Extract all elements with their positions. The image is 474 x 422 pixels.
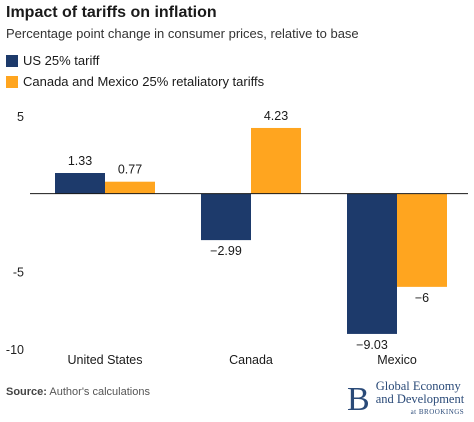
bar <box>251 127 301 194</box>
brookings-logo: B Global Economy and Development at BROO… <box>347 380 464 419</box>
brand-line-2: and Development <box>375 392 465 406</box>
bar-chart: 5 -5 -10 1.33 0.77 United States −2.99 4.23 Cana… <box>6 109 468 367</box>
data-label: −2.99 <box>210 244 242 258</box>
brand-text: Global Economy and Development at BROOKI… <box>376 380 465 419</box>
brookings-b-mark: B <box>347 380 370 418</box>
y-tick-label: -10 <box>6 343 24 357</box>
source-label: Source: <box>6 386 47 398</box>
y-tick-label: -5 <box>13 265 24 279</box>
legend-item-retaliatory-tariffs: Canada and Mexico 25% retaliatory tariff… <box>6 71 264 92</box>
x-tick-label: Canada <box>229 353 273 367</box>
data-label: −6 <box>415 291 429 305</box>
bar <box>201 193 251 241</box>
source-text: Author's calculations <box>46 386 150 398</box>
bar <box>105 181 155 194</box>
legend-item-us-tariff: US 25% tariff <box>6 50 264 71</box>
x-tick-label: United States <box>67 353 142 367</box>
legend: US 25% tariff Canada and Mexico 25% reta… <box>6 50 264 92</box>
chart-subtitle: Percentage point change in consumer pric… <box>6 26 359 41</box>
source-note: Source: Author's calculations <box>6 386 150 398</box>
chart-title: Impact of tariffs on inflation <box>6 4 217 21</box>
legend-swatch-retaliatory-tariffs <box>6 75 18 88</box>
bar <box>397 193 447 287</box>
y-tick-label: 5 <box>17 110 24 124</box>
bar <box>347 193 397 334</box>
bar <box>55 173 105 194</box>
data-label: 4.23 <box>264 109 288 123</box>
brand-line-3: at BROOKINGS <box>410 408 465 416</box>
data-label: 0.77 <box>118 163 142 177</box>
legend-label-retaliatory-tariffs: Canada and Mexico 25% retaliatory tariff… <box>23 74 265 89</box>
legend-swatch-us-tariff <box>6 54 18 67</box>
x-tick-label: Mexico <box>377 353 417 367</box>
data-label: 1.33 <box>68 154 92 168</box>
legend-label-us-tariff: US 25% tariff <box>23 53 100 68</box>
data-label: −9.03 <box>356 338 388 352</box>
brand-line-1: Global Economy <box>375 379 461 393</box>
